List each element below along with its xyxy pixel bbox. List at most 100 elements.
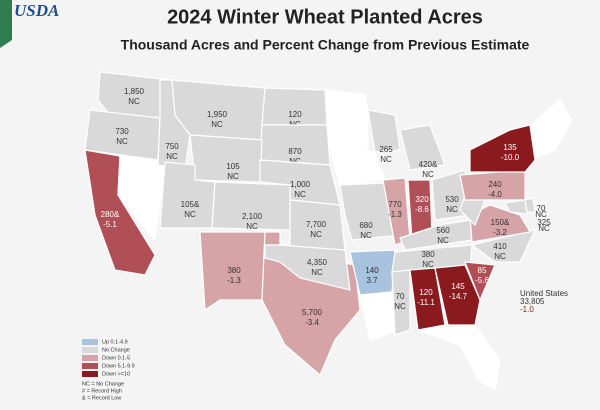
- state: [189, 134, 263, 183]
- state-change: NC: [422, 170, 434, 179]
- state-acres: 7,700: [306, 220, 327, 229]
- state-acres: 2,100: [242, 212, 263, 221]
- state-change: NC: [294, 190, 306, 199]
- total-acres: 33,805: [520, 297, 545, 306]
- state: [391, 269, 411, 336]
- legend-swatch: [82, 363, 98, 369]
- state-acres: 4,350: [307, 258, 328, 267]
- state: [367, 109, 401, 153]
- state-acres: 560: [436, 226, 450, 235]
- title: 2024 Winter Wheat Planted Acres: [167, 6, 483, 28]
- state-change: 3.7: [366, 276, 378, 285]
- state: [464, 261, 496, 302]
- state-change: NC: [246, 222, 258, 231]
- legend-note: NC = No Change: [82, 381, 124, 387]
- state-change: -3.2: [493, 228, 507, 237]
- legend-swatch: [82, 339, 98, 345]
- state-change: -3.4: [305, 318, 319, 327]
- state-change: -8.6: [415, 205, 429, 214]
- legend-label: Down 5.1-9.9: [102, 363, 135, 369]
- legend-note: & = Record Low: [82, 395, 121, 401]
- state-change: NC: [310, 230, 322, 239]
- state-acres: 105&: [181, 200, 200, 209]
- state-change: -4.0: [488, 190, 502, 199]
- state-acres: 145: [451, 282, 465, 291]
- state-acres: 1,950: [207, 110, 228, 119]
- state-change: NC: [184, 210, 196, 219]
- state: [329, 149, 386, 186]
- state-change: NC: [360, 231, 372, 240]
- state-acres: 240: [488, 180, 502, 189]
- state-change: -11.1: [417, 298, 435, 307]
- total-name: United States: [520, 289, 568, 298]
- state-acres: 750: [165, 142, 179, 151]
- state: [529, 99, 573, 159]
- state: [199, 231, 266, 312]
- state-acres: 70: [537, 204, 546, 213]
- state-acres: 105: [226, 162, 240, 171]
- state-acres: 120: [288, 110, 302, 119]
- state-change: NC: [380, 155, 392, 164]
- state-change: NC: [211, 120, 223, 129]
- state-change: NC: [422, 260, 434, 269]
- state-change: NC: [494, 252, 506, 261]
- state-change: NC: [227, 172, 239, 181]
- state-change: NC: [311, 268, 323, 277]
- state-change: NC: [166, 152, 178, 161]
- state-change: -5.6: [475, 276, 489, 285]
- state: [434, 264, 481, 326]
- state-acres: 280&: [101, 210, 120, 219]
- state-change: NC: [116, 137, 128, 146]
- state-change: NC: [446, 205, 458, 214]
- legend: Up 0.1-4.9 No Change Down 0.1-5 Down 5.1-9.…: [82, 339, 135, 401]
- state-change: NC: [128, 97, 140, 106]
- state: [264, 244, 351, 291]
- state-acres: 120: [419, 288, 433, 297]
- state-acres: 320: [415, 195, 429, 204]
- state-change: NC: [394, 302, 406, 311]
- state-change: -5.1: [103, 220, 117, 229]
- state-acres: 150&: [491, 218, 510, 227]
- legend-label: Down >=10: [102, 371, 130, 377]
- state-acres: 870: [288, 147, 302, 156]
- state: [469, 204, 531, 243]
- legend-label: Down 0.1-5: [102, 355, 130, 361]
- state-acres: 530: [445, 195, 459, 204]
- total: United States 33,805 -1.0: [520, 289, 568, 314]
- state-acres: 380: [421, 250, 435, 259]
- total-change: -1.0: [520, 305, 534, 314]
- logo: USDA: [14, 1, 59, 20]
- state-change: -14.7: [449, 292, 468, 301]
- state-acres: 420&: [419, 160, 438, 169]
- state-change: NC: [437, 236, 449, 245]
- state-acres: 85: [478, 266, 487, 275]
- subtitle: Thousand Acres and Percent Change from P…: [121, 37, 530, 53]
- state-change: -1.3: [227, 276, 241, 285]
- legend-note: # = Record High: [82, 388, 122, 394]
- state-change: -1.3: [388, 210, 402, 219]
- state-acres: 770: [388, 200, 402, 209]
- legend-swatch: [82, 355, 98, 361]
- legend-swatch: [82, 347, 98, 353]
- state-acres: 1,000: [290, 180, 311, 189]
- state-acres: 265: [379, 145, 393, 154]
- state-acres: 135: [503, 143, 517, 152]
- logo-mark: [0, 0, 12, 48]
- state: [417, 324, 501, 391]
- state-acres: 730: [115, 127, 129, 136]
- state-acres: 140: [365, 266, 379, 275]
- map: 1,850NC730NC280&-5.1750NC1,950NC120NC870…: [84, 71, 573, 391]
- state-acres: 380: [227, 266, 241, 275]
- state-change: NC: [289, 157, 301, 166]
- state-change: -10.0: [501, 153, 520, 162]
- state-acres: 70: [396, 292, 405, 301]
- legend-label: Up 0.1-4.9: [102, 339, 128, 345]
- state: [409, 267, 446, 331]
- state-acres: 680: [359, 221, 373, 230]
- state: [469, 124, 536, 173]
- state-change: NC: [538, 224, 550, 233]
- state-acres: 325: [537, 218, 551, 227]
- state: [399, 124, 446, 171]
- legend-label: No Change: [102, 347, 130, 353]
